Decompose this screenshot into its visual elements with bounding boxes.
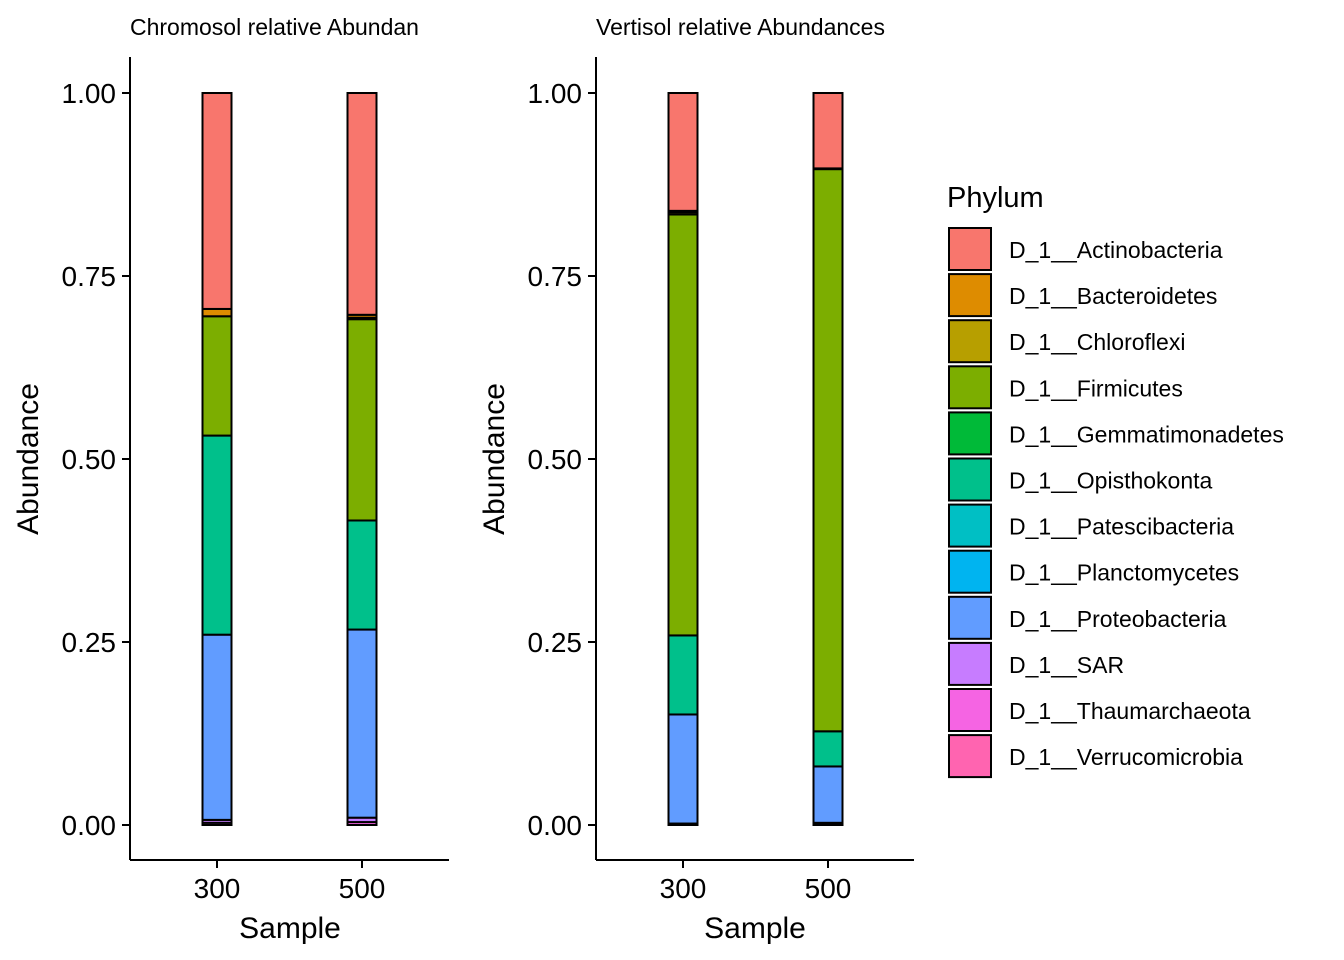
vertisol-x-tick-label: 500: [805, 873, 852, 904]
vertisol-bar-300-d-1-actinobacteria: [667, 92, 699, 212]
chromosol-bar-300-d-1-firmicutes: [201, 315, 233, 437]
legend-key-d-1-verrucomicrobia: [948, 734, 992, 779]
chromosol-bar-300-d-1-actinobacteria: [201, 92, 233, 310]
legend-label-d-1-thaumarchaeota: D_1__Thaumarchaeota: [1009, 698, 1251, 724]
legend-label-d-1-gemmatimonadetes: D_1__Gemmatimonadetes: [1009, 421, 1284, 447]
chromosol-bar-500-d-1-proteobacteria: [346, 628, 378, 819]
vertisol-x-ticks: 300 500: [660, 860, 852, 904]
chromosol-panel: Chromosol relative Abundan 0.000.250.500…: [12, 14, 449, 945]
chromosol-y-tick-label: 0.75: [62, 261, 117, 292]
legend-label-d-1-opisthokonta: D_1__Opisthokonta: [1009, 468, 1213, 494]
vertisol-y-tick-label: 0.00: [528, 810, 583, 841]
vertisol-title: Vertisol relative Abundances: [596, 14, 885, 40]
chromosol-y-ticks: 0.00 0.25 0.50 0.75 1.00: [62, 78, 130, 841]
vertisol-x-tick-label: 300: [660, 873, 707, 904]
chromosol-bar-500-d-1-firmicutes: [346, 318, 378, 522]
legend-key-d-1-gemmatimonadetes: [948, 411, 992, 456]
chromosol-bar-500-d-1-opisthokonta: [346, 519, 378, 631]
chromosol-bars: [201, 92, 378, 827]
chromosol-x-ticks: 300 500: [194, 860, 386, 904]
chromosol-y-tick-label: 1.00: [62, 78, 117, 109]
chromosol-bar-300-d-1-proteobacteria: [201, 633, 233, 821]
legend-items: D_1__Actinobacteria D_1__Bacteroidetes D_1…: [948, 227, 1284, 779]
chromosol-bar-500-d-1-actinobacteria: [346, 92, 378, 316]
vertisol-bars: [667, 92, 844, 827]
legend-label-d-1-sar: D_1__SAR: [1009, 652, 1124, 678]
legend-key-d-1-bacteroidetes: [948, 273, 992, 318]
legend-key-d-1-planctomycetes: [948, 549, 992, 594]
legend-key-d-1-thaumarchaeota: [948, 688, 992, 732]
legend-label-d-1-bacteroidetes: D_1__Bacteroidetes: [1009, 283, 1217, 309]
legend-label-d-1-planctomycetes: D_1__Planctomycetes: [1009, 560, 1239, 586]
legend-key-d-1-proteobacteria: [948, 595, 992, 640]
legend-key-d-1-firmicutes: [948, 365, 992, 410]
chromosol-x-tick-label: 300: [194, 873, 241, 904]
vertisol-bar-300-d-1-proteobacteria: [667, 713, 699, 825]
legend-key-d-1-sar: [948, 641, 992, 686]
vertisol-y-tick-label: 0.75: [528, 261, 583, 292]
chromosol-y-axis-label: Abundance: [12, 383, 45, 535]
vertisol-bar-500-d-1-actinobacteria: [812, 92, 844, 170]
chromosol-y-tick-label: 0.00: [62, 810, 117, 841]
legend-key-d-1-patescibacteria: [948, 503, 992, 548]
chromosol-title: Chromosol relative Abundan: [130, 14, 419, 40]
chromosol-x-axis-label: Sample: [239, 912, 341, 945]
legend-label-d-1-proteobacteria: D_1__Proteobacteria: [1009, 606, 1227, 632]
legend-title: Phylum: [947, 182, 1044, 214]
vertisol-bar-500-d-1-proteobacteria: [812, 765, 844, 824]
chromosol-x-tick-label: 500: [339, 873, 386, 904]
chromosol-bar-300-d-1-bacteroidetes: [201, 307, 233, 318]
vertisol-y-tick-label: 0.25: [528, 627, 583, 658]
vertisol-y-axis-label: Abundance: [478, 383, 511, 535]
legend-label-d-1-chloroflexi: D_1__Chloroflexi: [1009, 329, 1185, 355]
vertisol-x-axis-label: Sample: [704, 912, 806, 945]
vertisol-bar-300-d-1-firmicutes: [667, 213, 699, 637]
chromosol-bar-300-d-1-opisthokonta: [201, 434, 233, 636]
vertisol-y-ticks: 0.00 0.25 0.50 0.75 1.00: [528, 78, 596, 841]
vertisol-bar-500-d-1-opisthokonta: [812, 730, 844, 768]
legend-label-d-1-verrucomicrobia: D_1__Verrucomicrobia: [1009, 744, 1243, 770]
legend-label-d-1-firmicutes: D_1__Firmicutes: [1009, 375, 1183, 401]
vertisol-y-tick-label: 0.50: [528, 444, 583, 475]
legend-key-d-1-actinobacteria: [948, 227, 992, 271]
vertisol-bar-500-d-1-firmicutes: [812, 168, 844, 733]
legend-key-d-1-chloroflexi: [948, 319, 992, 364]
vertisol-y-tick-label: 1.00: [528, 78, 583, 109]
vertisol-bar-300-d-1-opisthokonta: [667, 634, 699, 716]
vertisol-panel: Vertisol relative Abundances 0.00 0.25 0.5…: [478, 14, 914, 945]
legend-label-d-1-actinobacteria: D_1__Actinobacteria: [1009, 237, 1223, 263]
legend-key-d-1-opisthokonta: [948, 457, 992, 502]
legend-label-d-1-patescibacteria: D_1__Patescibacteria: [1009, 514, 1234, 540]
legend: Phylum D_1__Actinobacteria D_1__Bacteroid…: [947, 182, 1284, 779]
chromosol-y-tick-label: 0.50: [62, 444, 117, 475]
chromosol-y-tick-label: 0.25: [62, 627, 117, 658]
